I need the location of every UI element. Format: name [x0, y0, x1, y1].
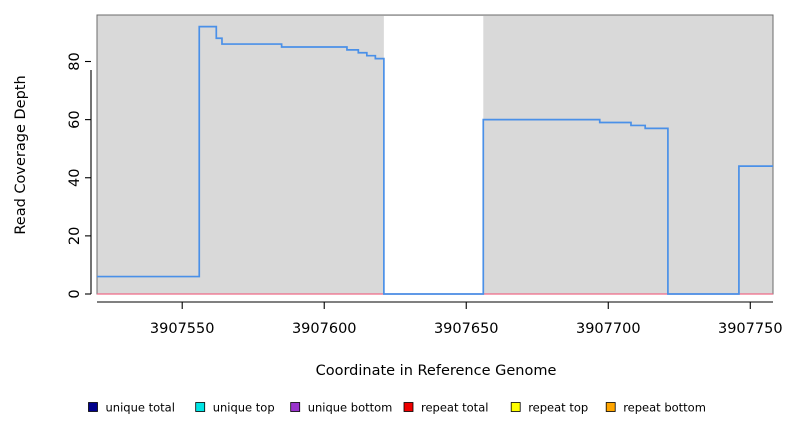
- legend-label: repeat bottom: [623, 401, 706, 415]
- legend-item[interactable]: repeat bottom: [605, 401, 706, 415]
- legend-swatch: [605, 402, 616, 412]
- legend-swatch: [403, 402, 414, 412]
- x-axis-title: Coordinate in Reference Genome: [316, 363, 557, 379]
- legend-item[interactable]: unique total: [88, 401, 175, 415]
- x-tick-label: 3907750: [718, 321, 783, 337]
- y-axis: 0 20 40 60 80 Read Coverage Depth: [13, 52, 92, 299]
- legend-item[interactable]: unique top: [195, 401, 275, 415]
- x-tick-label: 3907650: [434, 321, 499, 337]
- masked-region-group: [383, 16, 484, 294]
- legend-swatch: [195, 402, 206, 412]
- x-tick-label: 3907600: [292, 321, 357, 337]
- legend-item[interactable]: unique bottom: [290, 401, 393, 415]
- unique-total-coverage-line: [97, 25, 773, 295]
- legend-swatch: [88, 402, 98, 412]
- x-tick-label: 3907550: [150, 321, 215, 337]
- legend: unique total unique top unique bottom repea…: [88, 401, 706, 415]
- legend-label: unique top: [213, 401, 275, 415]
- legend-label: unique total: [106, 401, 175, 415]
- y-tick-label: 0: [67, 289, 83, 298]
- x-tick-group: 3907550 3907600 3907650 3907700 3907750: [150, 302, 783, 337]
- legend-label: repeat top: [528, 401, 588, 415]
- legend-swatch: [290, 402, 301, 412]
- y-tick-group: 0 20 40 60 80: [67, 52, 91, 299]
- legend-item[interactable]: repeat top: [510, 401, 588, 415]
- plot-panel: [96, 14, 774, 295]
- y-tick-label: 20: [67, 227, 83, 245]
- masked-region: [383, 16, 484, 294]
- y-tick-label: 80: [67, 52, 83, 70]
- legend-item[interactable]: repeat total: [403, 401, 488, 415]
- legend-label: repeat total: [421, 401, 488, 415]
- y-tick-label: 60: [67, 110, 83, 128]
- y-tick-label: 40: [67, 169, 83, 187]
- legend-label: unique bottom: [308, 401, 393, 415]
- x-axis: 3907550 3907600 3907650 3907700 3907750 Coor…: [97, 301, 783, 379]
- x-tick-label: 3907700: [576, 321, 641, 337]
- y-axis-title: Read Coverage Depth: [13, 75, 29, 234]
- legend-swatch: [510, 402, 521, 412]
